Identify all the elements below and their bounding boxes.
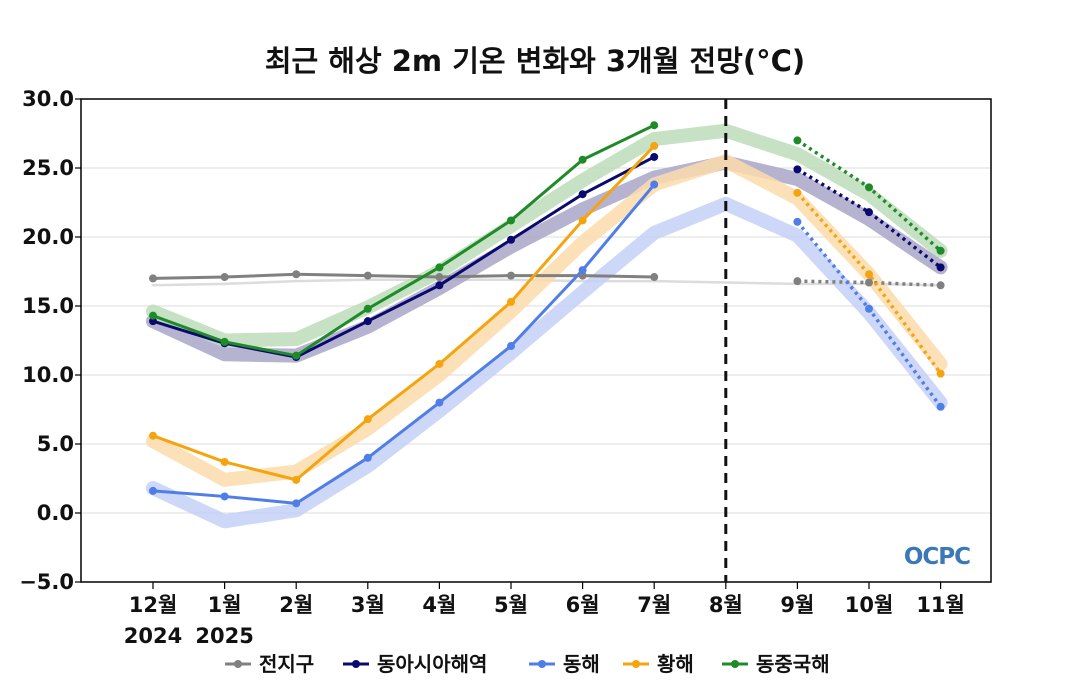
series-4-observed-line bbox=[152, 123, 655, 358]
series-4-forecast-point bbox=[793, 136, 802, 145]
axes: 30.0 25.0 20.0 15.0 10.0 5.0 0.0 −5.0 12월 1월 2월 3월 4… bbox=[19, 87, 965, 648]
series-4-observed-point bbox=[149, 311, 157, 320]
series-1-forecast-point bbox=[936, 263, 945, 272]
series-1-forecast-point bbox=[865, 208, 873, 217]
series-2-observed-point bbox=[507, 342, 515, 351]
series-points bbox=[149, 121, 945, 508]
series-2-observed-point bbox=[220, 492, 229, 501]
series-0-observed-point bbox=[435, 273, 444, 282]
series-4-forecast-point bbox=[865, 183, 873, 192]
series-2-forecast-point bbox=[793, 217, 802, 226]
legend: 전지구 동아시아해역 동해 황해 동중국해 bbox=[225, 652, 830, 676]
legend-marker bbox=[234, 660, 242, 668]
series-1-observed-point bbox=[435, 281, 444, 290]
series-4-observed-point bbox=[220, 337, 229, 346]
series-3-observed-point bbox=[578, 216, 587, 225]
plot-frame bbox=[80, 98, 992, 583]
y-tick-label: 5.0 bbox=[37, 432, 74, 456]
x-tick-label: 5월 bbox=[494, 593, 528, 617]
series-4-observed-point bbox=[435, 263, 444, 272]
series-0-observed-point bbox=[363, 271, 372, 280]
series-3-observed-point bbox=[149, 431, 157, 440]
x-tick-label: 3월 bbox=[351, 593, 385, 617]
series-3-observed-point bbox=[650, 141, 659, 150]
series-1-observed-point bbox=[363, 317, 372, 326]
series-3-observed-point bbox=[292, 475, 301, 484]
legend-label: 동해 bbox=[563, 652, 600, 676]
x-year-label: 2024 bbox=[124, 624, 182, 648]
legend-marker bbox=[632, 660, 640, 668]
series-3-observed-point bbox=[435, 359, 444, 368]
legend-marker bbox=[731, 660, 739, 668]
x-tick-label: 4월 bbox=[422, 593, 456, 617]
series-3-forecast-point bbox=[793, 188, 802, 197]
legend-label: 황해 bbox=[657, 652, 694, 676]
series-0-observed-point bbox=[220, 273, 229, 282]
x-tick-label: 7월 bbox=[637, 593, 671, 617]
legend-label: 전지구 bbox=[259, 652, 314, 676]
legend-marker bbox=[352, 660, 360, 668]
series-0-observed-point bbox=[292, 270, 301, 279]
series-3-observed-point bbox=[507, 297, 515, 306]
series-3-observed-point bbox=[220, 457, 229, 466]
series-0-observed-line bbox=[152, 272, 655, 280]
x-tick-label: 10월 bbox=[845, 593, 894, 617]
series-1-observed-point bbox=[149, 317, 157, 326]
series-4-observed-point bbox=[578, 155, 587, 164]
series-3-forecast-point bbox=[865, 270, 873, 279]
y-tick-label: −5.0 bbox=[19, 570, 74, 594]
series-4-observed-point bbox=[650, 121, 659, 130]
y-tick-label: 15.0 bbox=[22, 294, 74, 318]
series-0-observed-point bbox=[149, 274, 157, 283]
series-1-observed-point bbox=[507, 235, 515, 244]
series-0-forecast-point bbox=[865, 278, 873, 287]
series-0-forecast-point bbox=[936, 281, 945, 290]
series-4-observed-point bbox=[507, 216, 515, 225]
series-4-observed-point bbox=[363, 304, 372, 313]
series-3-forecast-point bbox=[936, 369, 945, 378]
y-tick-label: 25.0 bbox=[22, 156, 74, 180]
y-tick-label: 10.0 bbox=[22, 363, 74, 387]
series-2-observed-point bbox=[435, 398, 444, 407]
series-4-forecast-point bbox=[936, 246, 945, 255]
legend-label: 동아시아해역 bbox=[377, 652, 487, 676]
x-tick-label: 8월 bbox=[709, 593, 743, 617]
x-tick-label: 1월 bbox=[208, 593, 242, 617]
series-2-observed-point bbox=[363, 453, 372, 462]
x-year-label: 2025 bbox=[195, 624, 253, 648]
series-0-forecast-point bbox=[793, 277, 802, 286]
series-4-climatology-band bbox=[146, 123, 948, 348]
series-1-observed-point bbox=[578, 190, 587, 199]
series-0-observed-point bbox=[578, 271, 587, 280]
y-tick-label: 30.0 bbox=[22, 87, 74, 111]
series-2-observed-point bbox=[292, 499, 301, 508]
series-2-observed-point bbox=[578, 266, 587, 275]
series-1-observed-point bbox=[650, 152, 659, 161]
x-tick-label: 9월 bbox=[780, 593, 814, 617]
series-2-forecast-point bbox=[936, 402, 945, 411]
legend-label: 동중국해 bbox=[756, 652, 830, 676]
chart-title: 최근 해상 2m 기온 변화와 3개월 전망(°C) bbox=[265, 44, 805, 78]
x-tick-label: 11월 bbox=[916, 593, 965, 617]
y-tick-label: 0.0 bbox=[37, 501, 74, 525]
legend-marker bbox=[538, 660, 546, 668]
series-0-observed-point bbox=[650, 273, 659, 282]
ocpc-logo: OCPC bbox=[904, 544, 970, 570]
series-2-observed-point bbox=[650, 180, 659, 189]
x-tick-label: 12월 bbox=[129, 593, 178, 617]
series-2-observed-line bbox=[152, 183, 656, 505]
series-2-observed-point bbox=[149, 486, 157, 495]
series-3-forecast-line bbox=[796, 191, 943, 375]
series-2-climatology-band bbox=[146, 196, 948, 529]
x-tick-label: 2월 bbox=[279, 593, 313, 617]
series-1-forecast-point bbox=[793, 165, 802, 174]
y-tick-label: 20.0 bbox=[22, 225, 74, 249]
x-tick-label: 6월 bbox=[566, 593, 600, 617]
series-2-forecast-point bbox=[865, 304, 873, 313]
series-4-observed-point bbox=[292, 351, 301, 360]
series-0-observed-point bbox=[507, 271, 515, 280]
series-3-observed-line bbox=[152, 144, 656, 482]
series-3-observed-point bbox=[363, 415, 372, 424]
